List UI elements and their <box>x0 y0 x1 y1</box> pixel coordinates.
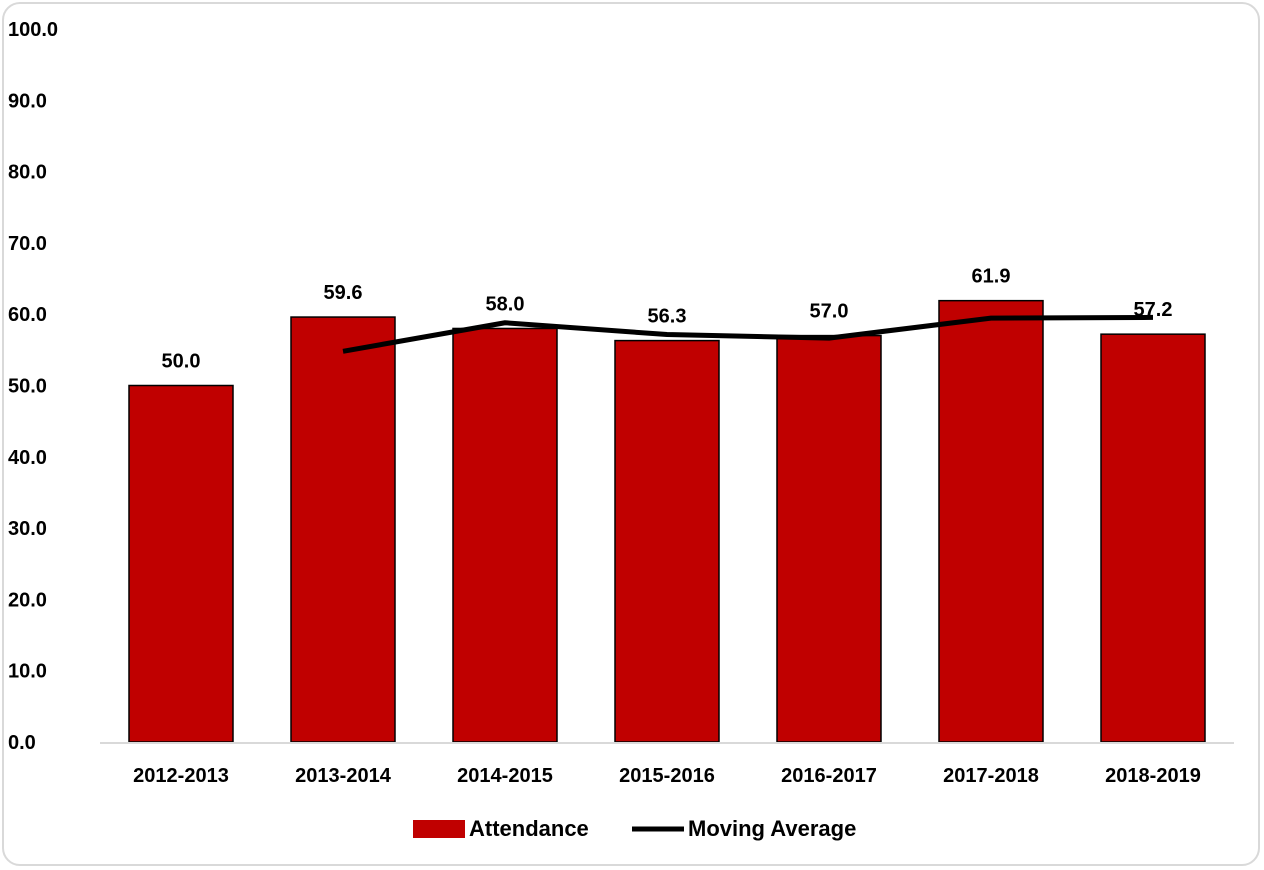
y-tick-label: 10.0 <box>8 661 47 683</box>
moving-average-line <box>342 314 1154 354</box>
data-label: 58.0 <box>486 293 525 315</box>
legend-label-attendance: Attendance <box>469 816 589 841</box>
bar-attendance <box>128 384 234 743</box>
x-axis: 2012-2013 2013-2014 2014-2015 2015-2016 2016… <box>133 765 1201 787</box>
y-tick-label: 20.0 <box>8 589 47 611</box>
data-label: 59.6 <box>324 282 363 304</box>
x-tick-label: 2014-2015 <box>457 765 553 787</box>
bar-attendance <box>290 316 396 743</box>
y-axis: 0.0 10.0 20.0 30.0 40.0 50.0 60.0 70.0 80.0 90.0 1… <box>8 19 58 754</box>
bars-group <box>128 299 1206 743</box>
y-tick-label: 50.0 <box>8 376 47 398</box>
y-tick-label: 0.0 <box>8 732 36 754</box>
y-tick-label: 40.0 <box>8 447 47 469</box>
x-tick-label: 2018-2019 <box>1105 765 1201 787</box>
data-label: 50.0 <box>162 351 201 373</box>
y-tick-label: 100.0 <box>8 19 58 41</box>
data-labels-group: 50.0 59.6 58.0 56.3 57.0 61.9 57.2 <box>162 266 1173 373</box>
data-label: 57.0 <box>810 301 849 323</box>
bar-attendance <box>776 334 882 743</box>
legend-swatch-attendance <box>413 820 465 838</box>
data-label: 61.9 <box>972 266 1011 288</box>
y-tick-label: 80.0 <box>8 162 47 184</box>
y-tick-label: 70.0 <box>8 233 47 255</box>
x-tick-label: 2017-2018 <box>943 765 1039 787</box>
y-tick-label: 90.0 <box>8 90 47 112</box>
legend: Attendance Moving Average <box>413 816 856 841</box>
y-tick-label: 30.0 <box>8 518 47 540</box>
data-label: 57.2 <box>1134 299 1173 321</box>
bar-attendance <box>938 299 1044 743</box>
bar-attendance <box>1100 333 1206 743</box>
bar-attendance <box>452 327 558 743</box>
bar-attendance <box>614 339 720 743</box>
data-label: 56.3 <box>648 306 687 328</box>
x-tick-label: 2016-2017 <box>781 765 877 787</box>
x-tick-label: 2012-2013 <box>133 765 229 787</box>
x-tick-label: 2013-2014 <box>295 765 392 787</box>
y-tick-label: 60.0 <box>8 304 47 326</box>
legend-label-moving-average: Moving Average <box>688 816 856 841</box>
x-tick-label: 2015-2016 <box>619 765 715 787</box>
